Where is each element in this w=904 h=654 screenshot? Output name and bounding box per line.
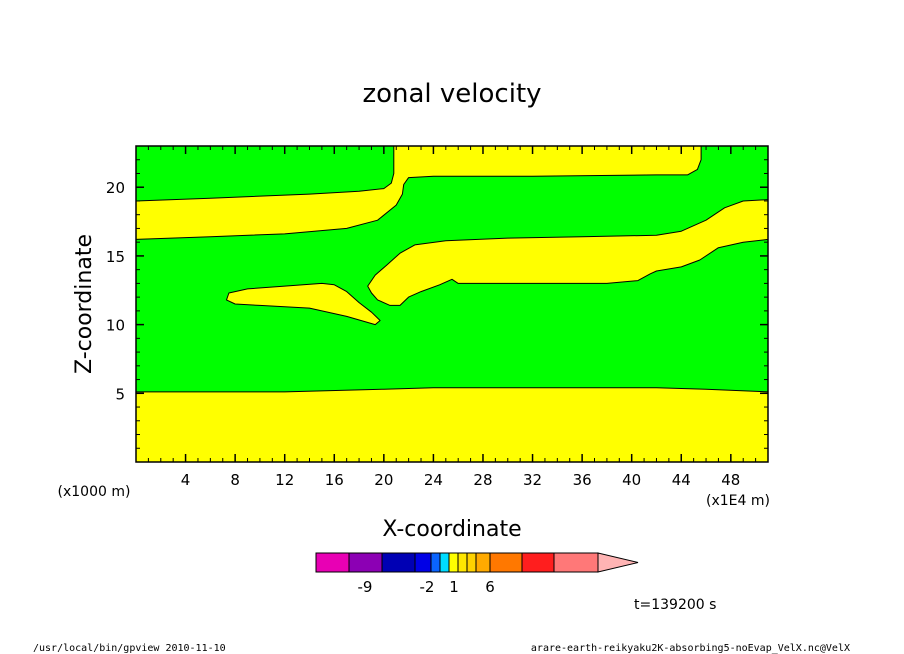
chart-title: zonal velocity xyxy=(362,79,541,109)
colorbar-swatch xyxy=(466,552,477,573)
x-tick-label: 44 xyxy=(672,471,691,489)
contour-region-left-upper-band xyxy=(135,145,702,240)
colorbar-swatch xyxy=(553,552,599,573)
x-tick-label: 16 xyxy=(325,471,344,489)
colorbar-label: 6 xyxy=(485,578,495,596)
footer-left: /usr/local/bin/gpview 2010-11-10 xyxy=(33,643,226,654)
plot-frame xyxy=(135,145,769,463)
x-tick-label: 12 xyxy=(275,471,294,489)
colorbar-swatch xyxy=(489,552,523,573)
y-tick-label: 10 xyxy=(106,317,125,335)
x-tick-label: 24 xyxy=(424,471,443,489)
colorbar-swatch xyxy=(521,552,555,573)
contour-region-lower-band xyxy=(135,387,769,463)
x-tick-label: 20 xyxy=(374,471,393,489)
y-axis-label: Z-coordinate xyxy=(72,234,97,374)
contour-regions xyxy=(135,145,769,463)
colorbar-swatch xyxy=(348,552,383,573)
colorbar-swatch xyxy=(430,552,441,573)
contour-region-mid-band xyxy=(367,199,769,306)
y-scale-note: (x1000 m) xyxy=(58,484,131,500)
x-tick-label: 8 xyxy=(230,471,240,489)
colorbar-swatch xyxy=(414,552,432,573)
contour-region-isolated-blob xyxy=(226,282,381,326)
x-tick-label: 28 xyxy=(473,471,492,489)
colorbar-swatch xyxy=(381,552,416,573)
time-label: t=139200 s xyxy=(634,597,716,613)
x-axis-label: X-coordinate xyxy=(382,517,521,542)
colorbar-swatch xyxy=(457,552,468,573)
colorbar-label: 1 xyxy=(449,578,459,596)
x-scale-note: (x1E4 m) xyxy=(706,493,770,509)
y-tick-label: 5 xyxy=(115,385,125,403)
colorbar-label: -2 xyxy=(420,578,435,596)
colorbar: -9 -2 1 6 xyxy=(315,552,639,596)
x-tick-label: 36 xyxy=(573,471,592,489)
colorbar-swatch xyxy=(439,552,450,573)
y-tick-label: 15 xyxy=(106,248,125,266)
colorbar-swatch xyxy=(475,552,491,573)
colorbar-arrow xyxy=(597,552,639,573)
x-tick-label: 32 xyxy=(523,471,542,489)
x-tick-label: 4 xyxy=(181,471,191,489)
y-tick-label: 20 xyxy=(106,179,125,197)
colorbar-label: -9 xyxy=(358,578,373,596)
footer-right: arare-earth-reikyaku2K-absorbing5-noEvap… xyxy=(531,643,850,654)
x-tick-label: 48 xyxy=(721,471,740,489)
colorbar-swatch xyxy=(448,552,459,573)
colorbar-swatch xyxy=(315,552,350,573)
x-tick-label: 40 xyxy=(622,471,641,489)
